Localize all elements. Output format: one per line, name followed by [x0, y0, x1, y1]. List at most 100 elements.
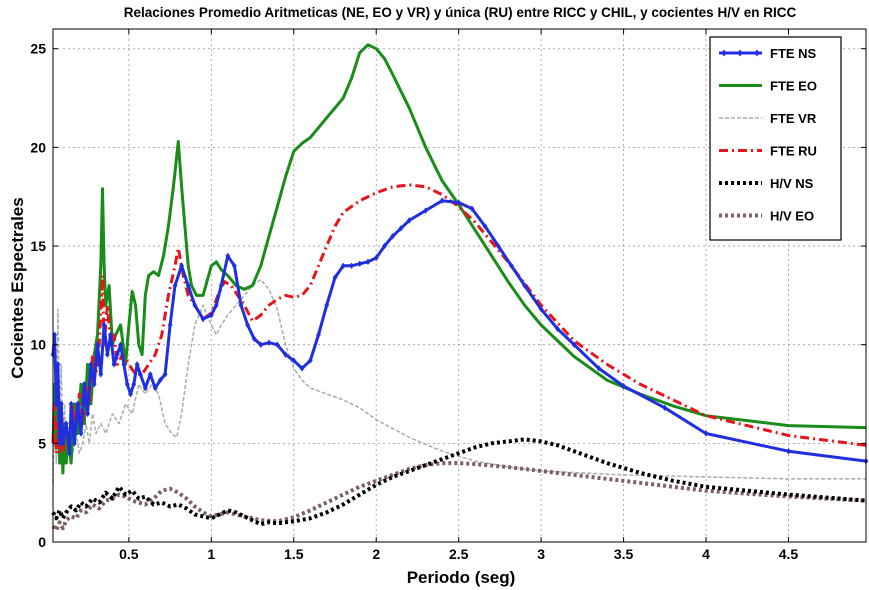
- series-marker: [245, 321, 250, 329]
- y-tick-label: 20: [30, 139, 46, 155]
- legend-label: H/V EO: [770, 209, 814, 224]
- series-marker: [157, 377, 163, 384]
- series-marker: [55, 361, 61, 368]
- y-tick-label: 25: [30, 41, 46, 57]
- series-marker: [299, 365, 305, 372]
- y-ticks: 0 5 10 15 20 25: [30, 41, 866, 550]
- x-tick-label: 3: [537, 546, 545, 562]
- x-tick-label: 2: [372, 546, 380, 562]
- series-marker: [192, 302, 198, 309]
- series-marker: [621, 382, 626, 390]
- series-marker: [185, 282, 191, 289]
- series-marker: [340, 262, 346, 269]
- series-marker: [274, 341, 280, 348]
- series-marker: [555, 325, 561, 333]
- series-marker: [324, 302, 330, 309]
- x-tick-label: 1.5: [284, 546, 304, 562]
- series-marker: [439, 197, 445, 204]
- series-marker: [167, 321, 173, 329]
- series-marker: [172, 282, 178, 289]
- series-marker: [60, 440, 66, 447]
- legend-box: [709, 36, 842, 241]
- series-marker: [571, 341, 577, 348]
- series-line-fte-ns: [51, 199, 867, 463]
- series-marker: [179, 262, 185, 269]
- series-marker: [138, 371, 143, 378]
- series-marker: [105, 351, 110, 358]
- series-marker: [63, 420, 69, 427]
- series-marker: [423, 207, 429, 214]
- series-marker: [131, 380, 137, 388]
- series-marker: [142, 384, 148, 392]
- series-line-h-v-ns: [51, 437, 867, 527]
- series-marker: [357, 260, 363, 267]
- legend-label: FTE NS: [770, 46, 817, 61]
- series-marker: [332, 274, 338, 281]
- series-marker: [85, 410, 91, 417]
- x-tick-label: 4: [702, 546, 710, 562]
- series-layer: [50, 43, 869, 533]
- plot-frame: [52, 28, 867, 543]
- series-marker: [307, 357, 313, 364]
- x-tick-label: 1: [207, 546, 215, 562]
- series-marker: [291, 357, 297, 364]
- series-marker: [266, 339, 272, 346]
- series-marker: [98, 371, 104, 378]
- series-marker: [218, 282, 224, 289]
- series-marker: [456, 199, 462, 206]
- legend: FTE NS FTE EO FTE VR FTE RU H/V NS H/V EO: [709, 36, 842, 241]
- series-marker: [703, 430, 709, 437]
- series-marker: [349, 262, 354, 269]
- series-marker: [124, 380, 130, 388]
- series-marker: [786, 448, 791, 455]
- series-marker: [57, 440, 62, 447]
- series-marker: [495, 242, 501, 250]
- legend-marker: [737, 49, 743, 57]
- series-marker: [95, 341, 100, 348]
- series-marker: [398, 225, 404, 232]
- legend-marker: [721, 49, 727, 57]
- series-marker: [58, 400, 64, 408]
- series-marker: [88, 361, 94, 368]
- series-marker: [538, 305, 544, 313]
- series-marker: [258, 341, 264, 348]
- series-marker: [68, 400, 74, 408]
- series-marker: [67, 450, 72, 457]
- series-line-fte-vr: [52, 278, 866, 483]
- legend-marker: [754, 49, 760, 57]
- series-marker: [91, 380, 97, 388]
- y-tick-label: 5: [38, 435, 46, 451]
- legend-label: H/V NS: [770, 176, 814, 191]
- series-marker: [118, 341, 124, 348]
- series-marker: [128, 390, 133, 398]
- series-marker: [200, 315, 206, 323]
- series-marker: [208, 311, 214, 319]
- series-marker: [108, 331, 114, 339]
- x-ticks: 0.5 1 1.5 2 2.5 3 3.5 4 4.5: [119, 29, 798, 562]
- series-marker: [121, 361, 127, 368]
- series-marker: [522, 282, 528, 289]
- series-marker: [78, 430, 84, 437]
- series-marker: [662, 404, 668, 412]
- series-marker: [147, 371, 153, 378]
- series-marker: [382, 242, 387, 250]
- series-marker: [72, 440, 77, 447]
- y-tick-label: 15: [30, 238, 46, 254]
- series-marker: [373, 254, 379, 262]
- series-marker: [365, 258, 371, 266]
- series-marker: [469, 205, 475, 212]
- series-marker: [251, 335, 257, 342]
- series-marker: [114, 351, 120, 358]
- y-tick-label: 10: [30, 337, 46, 353]
- series-marker: [111, 361, 117, 368]
- y-axis-label: Cocientes Espectrales: [8, 197, 27, 378]
- series-marker: [101, 321, 107, 329]
- x-tick-label: 2.5: [449, 546, 469, 562]
- series-marker: [238, 302, 244, 309]
- series-marker: [231, 262, 237, 269]
- legend-label: FTE RU: [770, 144, 817, 159]
- series-marker: [283, 351, 288, 358]
- series-marker: [75, 400, 81, 408]
- series-marker: [152, 384, 158, 392]
